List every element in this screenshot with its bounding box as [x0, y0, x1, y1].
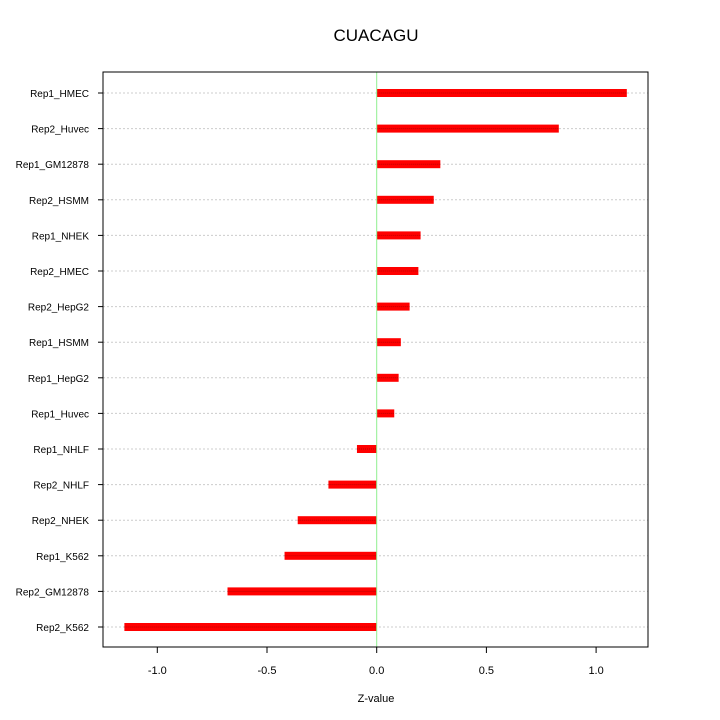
x-axis-label: Z-value [358, 693, 395, 705]
y-tick-label: Rep2_HepG2 [28, 303, 90, 314]
bar-Rep2_NHEK [297, 516, 377, 525]
y-tick-label: Rep1_GM12878 [16, 160, 90, 171]
bar-Rep1_NHEK [376, 231, 421, 240]
y-tick-label: Rep1_K562 [36, 552, 89, 563]
y-tick-label: Rep2_HMEC [30, 267, 89, 278]
y-tick-label: Rep1_Huvec [31, 409, 89, 420]
y-tick-label: Rep1_HSMM [29, 338, 89, 349]
y-tick-label: Rep2_K562 [36, 623, 89, 634]
y-tick-label: Rep2_HSMM [29, 196, 89, 207]
y-tick-label: Rep1_HMEC [30, 89, 89, 100]
y-tick-label: Rep2_NHEK [32, 516, 90, 527]
x-tick-label: -1.0 [148, 665, 167, 677]
y-tick-label: Rep1_NHLF [33, 445, 89, 456]
y-tick-label: Rep1_NHEK [32, 231, 90, 242]
x-tick-label: 0.5 [479, 665, 494, 677]
y-tick-label: Rep1_HepG2 [28, 374, 90, 385]
y-tick-label: Rep2_NHLF [33, 481, 89, 492]
bar-Rep1_GM12878 [376, 160, 441, 169]
bar-Rep1_NHLF [356, 445, 377, 453]
bar-Rep1_HMEC [376, 89, 627, 97]
plot-frame [102, 71, 649, 648]
x-tick-label: 0.0 [369, 665, 384, 677]
bar-Rep2_Huvec [376, 124, 559, 133]
x-tick-label: 1.0 [588, 665, 603, 677]
x-tick-label: -0.5 [258, 665, 277, 677]
y-tick-label: Rep2_GM12878 [16, 587, 90, 598]
y-tick-label: Rep2_Huvec [31, 125, 89, 136]
chart-title: CUACAGU [333, 26, 418, 45]
